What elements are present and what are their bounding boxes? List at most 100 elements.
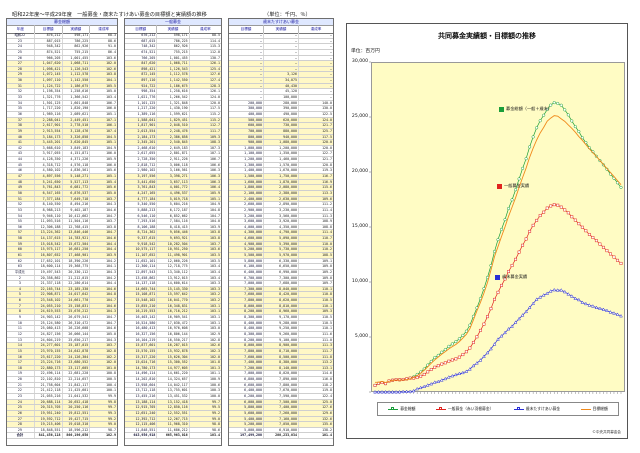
table-cell: 26,310,472 — [61, 320, 90, 326]
table-row: 14,780,173 14,977,605 101.3 — [125, 365, 221, 372]
table-cell: 129.6 — [298, 410, 333, 416]
data-point-1 — [559, 205, 563, 209]
table-cell: 1,126,543 — [61, 66, 90, 72]
table-cell: 7,600,000 — [244, 354, 262, 359]
data-point-0 — [549, 103, 553, 107]
table-cell: 100.4 — [89, 382, 117, 388]
table-cell: 948,342 — [33, 44, 62, 49]
table-cell: 24,619,553 — [33, 309, 62, 315]
table-cell: 104.4 — [89, 281, 117, 286]
table-cell: 108.9 — [298, 219, 333, 224]
table-cell: 121.7 — [298, 123, 333, 128]
table-cell: 2,248,476 — [156, 128, 188, 134]
table-cell: 52 — [17, 202, 22, 207]
table-cell: 8,400,000 — [244, 320, 262, 325]
table-row: 29 1,072,145 1,112,578 103.8 — [7, 72, 117, 79]
table-row: 898,421 1,126,543 125.4 — [125, 66, 221, 73]
table-cell: 104.8 — [188, 207, 221, 213]
table-cell: 16,041,770 — [156, 298, 188, 303]
table-cell: 22,280,614 — [61, 281, 90, 286]
table-cell: 103.9 — [188, 224, 221, 230]
table-cell: 106.3 — [188, 179, 221, 185]
data-point-2 — [503, 330, 507, 335]
table-row: 25 20,315,705 20,250,116 99.7 — [7, 405, 117, 411]
data-point-1 — [464, 350, 468, 354]
table-cell: 22,908,871 — [33, 292, 62, 298]
data-point-2 — [478, 358, 483, 362]
table-cell: 22,102,810 — [33, 377, 62, 382]
table-group-title: 歳末たすけあい募金 — [229, 19, 333, 26]
table-cell: 9,337,615 — [137, 236, 156, 241]
table-row: 8,400,000 9,280,000 110.5 — [229, 320, 333, 327]
table-cell: 103.3 — [188, 281, 221, 286]
table-row: 15 23,970,155 24,642,878 102.8 — [7, 348, 117, 355]
table-cell: 21,337,118 — [33, 281, 62, 286]
table-cell: 2,380,000 — [263, 190, 298, 196]
data-point-2 — [584, 301, 588, 306]
table-row: 16,480,413 16,976,608 103.0 — [125, 326, 221, 332]
table-row: — — — — [229, 61, 333, 67]
table-row: 500,000 620,000 124.0 — [229, 117, 333, 124]
table-cell: 8,400,000 — [244, 326, 262, 331]
y-tick-label: 25,000 — [351, 114, 368, 119]
table-row: 8,400,000 9,250,000 110.1 — [229, 326, 333, 332]
data-point-0 — [433, 356, 437, 360]
table-row: 8,300,000 9,260,000 111.6 — [229, 331, 333, 338]
table-cell: 15 — [17, 348, 22, 353]
table-row: 1,100,000 1,350,000 122.7 — [229, 151, 333, 158]
table-cell: 14,780,173 — [135, 365, 156, 370]
table-cell: 119.8 — [298, 388, 333, 393]
table-cell: 9,170,000 — [263, 315, 298, 320]
table-row: 16 23,617,220 24,126,304 102.2 — [7, 354, 117, 361]
table-cell: 103.2 — [188, 292, 221, 298]
table-cell: 62 — [17, 258, 22, 263]
table-row: 15,877,601 16,287,015 102.6 — [125, 343, 221, 349]
data-point-1 — [580, 225, 584, 229]
table-row: 3 21,337,118 22,280,614 104.4 — [7, 281, 117, 287]
table-cell: 103.4 — [188, 264, 221, 269]
table-cell: 862,926 — [156, 44, 188, 49]
table-cell: 23,970,155 — [33, 348, 62, 354]
table-cell: 7,500,000 — [263, 399, 298, 405]
table-cell: 16 — [17, 354, 22, 359]
table-cell: 1,098,421 — [33, 66, 62, 72]
table-cell: 620,000 — [263, 117, 298, 123]
table-row: —100,000— — [229, 95, 333, 101]
table-cell: — — [260, 66, 262, 71]
table-cell: 15,024,716 — [135, 360, 156, 365]
table-cell: 6,876,537 — [61, 190, 90, 196]
table-cell: 1,101,125 — [137, 100, 156, 105]
table-cell: — — [298, 49, 333, 55]
data-point-0 — [464, 329, 468, 333]
table-cell: 22,165,744 — [33, 286, 62, 292]
table-row: 14,137,118 14,600,614 103.3 — [125, 281, 221, 287]
table-cell: 103.4 — [188, 275, 221, 281]
table-cell: 8,710,000 — [263, 348, 298, 354]
table-cell: — — [263, 38, 298, 44]
table-cell: 7,670,000 — [263, 388, 298, 393]
table-row: 4,600,000 5,090,000 110.7 — [229, 236, 333, 242]
table-cell: 118.2 — [298, 382, 333, 388]
table-cell: 16,550,217 — [156, 337, 188, 343]
table-row: 8,300,000 9,170,000 110.5 — [229, 315, 333, 321]
legend-item-yearend: 歳末たすけあい募金 — [513, 406, 560, 412]
data-tables: 募金総額 年度 目標額 実績額 達成率 昭和22 876,212 598,171 68.3 23 8… — [6, 18, 334, 446]
data-point-1 — [591, 236, 595, 240]
table-row: 23 21,055,216 21,041,532 99.9 — [7, 394, 117, 400]
data-point-2 — [577, 297, 581, 302]
table-cell: 45,120 — [263, 89, 298, 95]
table-cell: 2,890,000 — [263, 202, 298, 207]
data-point-2 — [404, 389, 409, 393]
data-point-1 — [478, 328, 482, 332]
table-cell: 119.3 — [298, 168, 333, 174]
table-cell: 54 — [17, 213, 22, 218]
table-cell: 128.3 — [188, 83, 221, 89]
table-cell: 1,599,621 — [156, 111, 188, 117]
table-cell: 7,300,000 — [263, 275, 298, 281]
data-point-1 — [616, 258, 619, 262]
table-cell: 104.3 — [89, 309, 117, 315]
table-cell: 111.4 — [298, 207, 333, 213]
table-cell: 7,000,000 — [244, 281, 262, 286]
column-header: 達成率 — [89, 25, 117, 33]
table-cell: 100.8 — [89, 371, 117, 377]
